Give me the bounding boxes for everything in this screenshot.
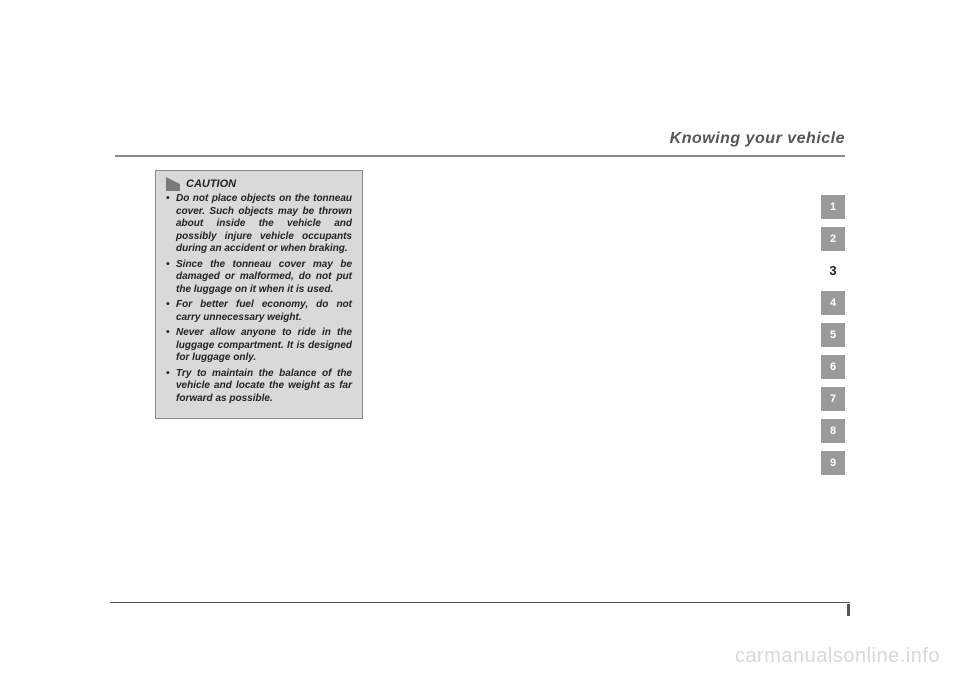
header-rule [115, 155, 845, 157]
caution-header: CAUTION [166, 177, 352, 191]
section-tab-8: 8 [821, 419, 845, 443]
watermark: carmanualsonline.info [735, 645, 940, 668]
caution-item: Try to maintain the balance of the vehic… [166, 368, 352, 406]
section-tab-4: 4 [821, 291, 845, 315]
caution-title: CAUTION [186, 178, 236, 190]
section-tab-9: 9 [821, 451, 845, 475]
footer-tick [847, 604, 850, 616]
caution-icon [166, 177, 180, 191]
manual-page: Knowing your vehicle CAUTION Do not plac… [0, 0, 960, 678]
section-tab-6: 6 [821, 355, 845, 379]
caution-box: CAUTION Do not place objects on the tonn… [155, 170, 363, 419]
caution-item: Never allow anyone to ride in the luggag… [166, 327, 352, 365]
section-tab-3-current: 3 [821, 259, 845, 283]
caution-item: Do not place objects on the tonneau cove… [166, 193, 352, 256]
section-tab-5: 5 [821, 323, 845, 347]
caution-list: Do not place objects on the tonneau cove… [166, 193, 352, 405]
caution-item: Since the tonneau cover may be damaged o… [166, 259, 352, 297]
caution-item: For better fuel economy, do not carry un… [166, 299, 352, 324]
section-tab-2: 2 [821, 227, 845, 251]
section-tab-7: 7 [821, 387, 845, 411]
section-tabs: 1 2 3 4 5 6 7 8 9 [821, 195, 845, 483]
page-title: Knowing your vehicle [670, 130, 845, 148]
section-tab-1: 1 [821, 195, 845, 219]
footer-rule [110, 602, 850, 603]
